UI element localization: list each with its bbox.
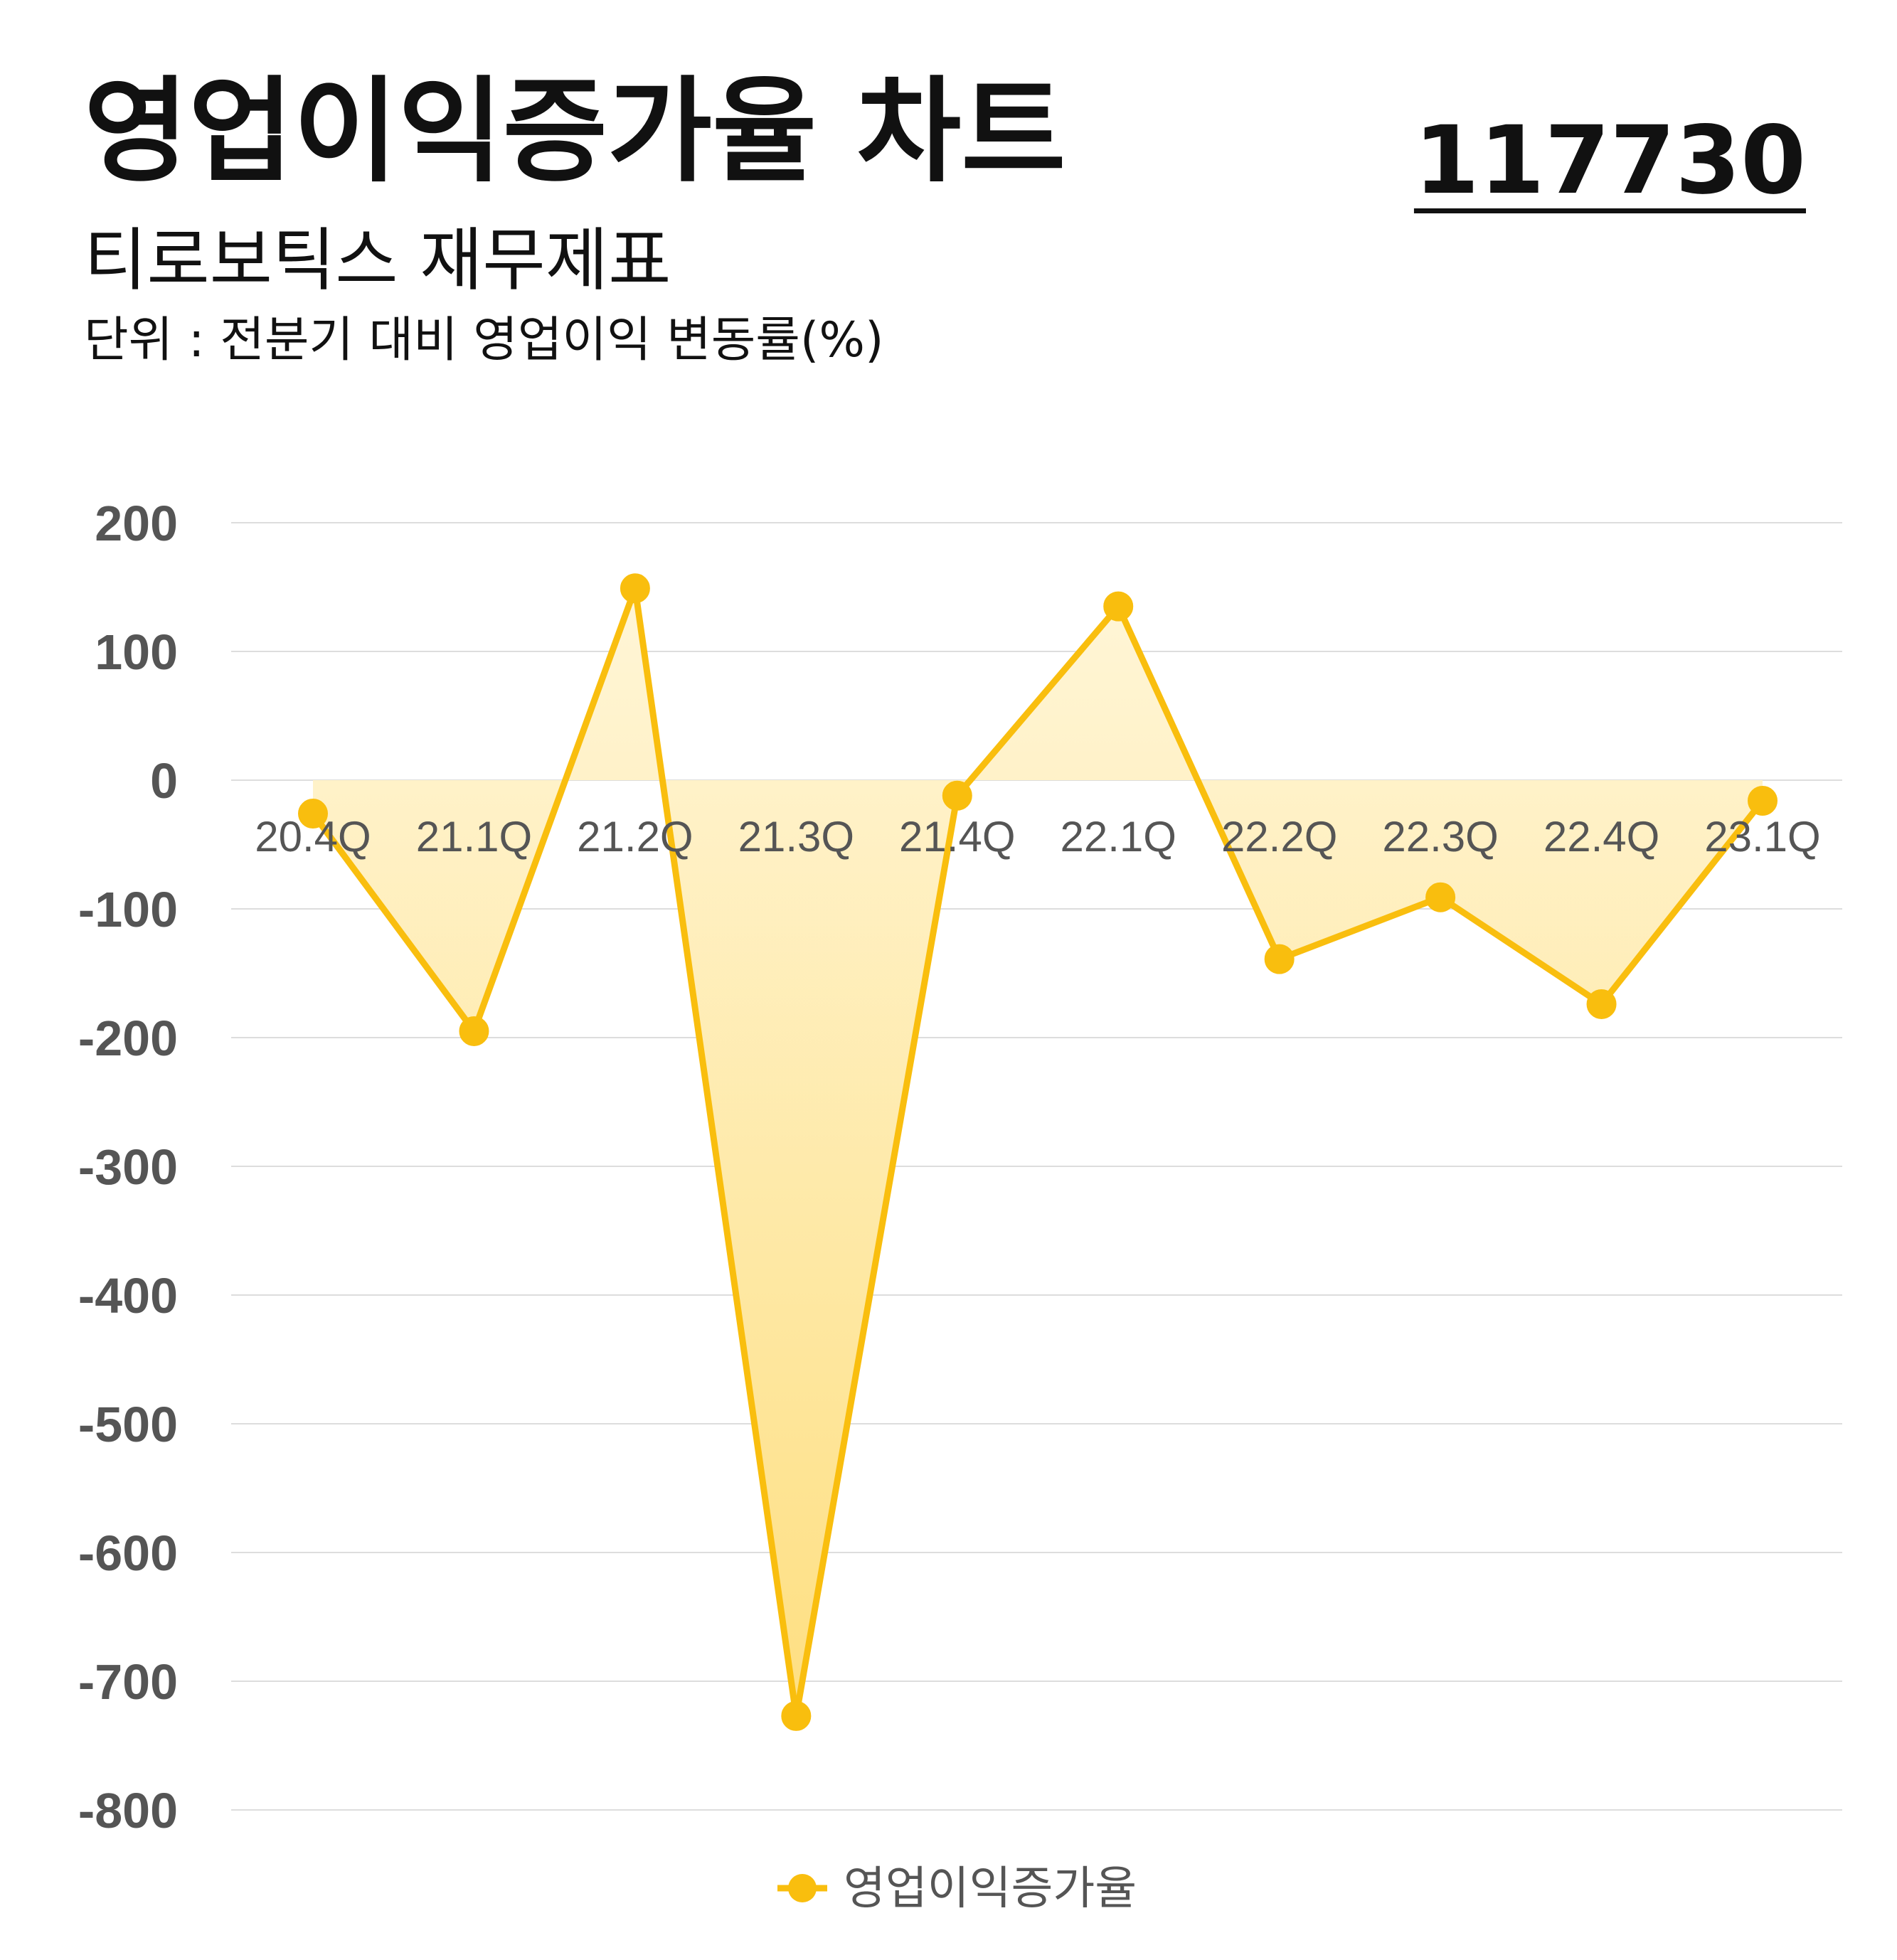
data-point bbox=[1748, 785, 1778, 816]
legend: 영업이익증가율 bbox=[777, 1863, 1137, 1915]
x-tick-label: 22.3Q bbox=[1382, 813, 1498, 861]
x-tick-label: 22.4Q bbox=[1543, 813, 1659, 861]
data-point bbox=[1264, 944, 1295, 974]
y-tick-label: 100 bbox=[95, 624, 178, 680]
data-point bbox=[781, 1700, 812, 1731]
y-tick-label: -200 bbox=[78, 1011, 178, 1066]
unit-label: 단위 : 전분기 대비 영업이익 변동률(%) bbox=[84, 312, 884, 368]
area-fill-layer bbox=[313, 588, 1763, 1716]
legend-label: 영업이익증가율 bbox=[844, 1863, 1137, 1915]
series-line bbox=[309, 585, 1766, 1720]
y-axis: 200 100 0 -100 -200 -300 -400 -500 -600 -700 -800 bbox=[78, 496, 178, 1838]
x-tick-label: 21.1Q bbox=[416, 813, 532, 861]
data-point bbox=[298, 799, 328, 829]
marker-layer bbox=[298, 573, 1778, 1731]
grid-lines bbox=[231, 522, 1842, 1811]
y-tick-label: 0 bbox=[150, 753, 178, 809]
x-tick-label: 21.3Q bbox=[738, 813, 854, 861]
x-tick-label: 21.2Q bbox=[577, 813, 693, 861]
data-point bbox=[459, 1016, 489, 1046]
stock-code: 117730 bbox=[1413, 106, 1806, 215]
data-point bbox=[1425, 882, 1456, 912]
y-tick-label: -800 bbox=[78, 1783, 178, 1838]
y-tick-label: 200 bbox=[95, 496, 178, 551]
data-point bbox=[620, 573, 650, 604]
x-tick-label: 22.1Q bbox=[1060, 813, 1176, 861]
data-point bbox=[1586, 989, 1617, 1019]
series-line-layer bbox=[309, 585, 1766, 1720]
area-fill bbox=[313, 588, 1763, 1716]
x-tick-label: 22.2Q bbox=[1221, 813, 1337, 861]
y-tick-label: -400 bbox=[78, 1268, 178, 1323]
y-tick-label: -700 bbox=[78, 1654, 178, 1710]
x-axis: 20.4Q 21.1Q 21.2Q 21.3Q 21.4Q 22.1Q 22.2Q 22.3Q… bbox=[255, 813, 1820, 861]
y-tick-label: -300 bbox=[78, 1139, 178, 1195]
y-tick-label: -500 bbox=[78, 1397, 178, 1452]
data-point bbox=[1103, 591, 1134, 622]
data-point bbox=[942, 780, 972, 811]
x-tick-label: 21.4Q bbox=[899, 813, 1015, 861]
chart-title: 영업이익증가율 차트 bbox=[84, 65, 1066, 198]
chart-subtitle: 티로보틱스 재무제표 bbox=[84, 220, 671, 300]
legend-marker-icon bbox=[788, 1874, 817, 1902]
y-tick-label: -600 bbox=[78, 1525, 178, 1581]
x-tick-label: 23.1Q bbox=[1704, 813, 1820, 861]
y-tick-label: -100 bbox=[78, 882, 178, 937]
